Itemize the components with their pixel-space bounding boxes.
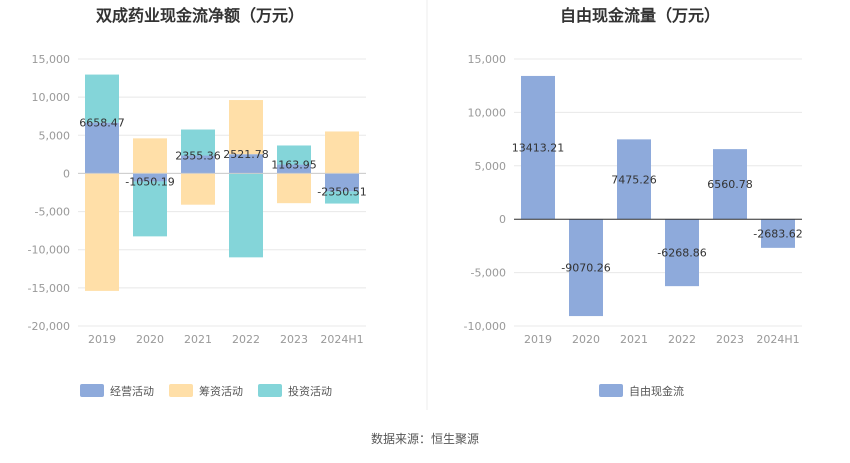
data-label: 7475.26 bbox=[611, 173, 657, 186]
x-tick-label: 2022 bbox=[668, 333, 696, 346]
data-label: 2521.78 bbox=[223, 148, 269, 161]
chart-title: 双成药业现金流净额（万元） bbox=[96, 6, 304, 25]
data-label: 13413.21 bbox=[512, 142, 565, 155]
bar-筹资活动 bbox=[85, 173, 119, 291]
bar-筹资活动 bbox=[325, 131, 359, 174]
bar-投资活动 bbox=[181, 129, 215, 156]
data-label: 6560.78 bbox=[707, 178, 753, 191]
data-label: -6268.86 bbox=[657, 247, 706, 260]
y-tick-label: -15,000 bbox=[28, 282, 70, 295]
y-tick-label: 15,000 bbox=[468, 53, 507, 66]
bar-自由现金流 bbox=[761, 219, 795, 248]
y-tick-label: 10,000 bbox=[468, 106, 507, 119]
data-label: -2683.62 bbox=[753, 228, 802, 241]
y-tick-label: 10,000 bbox=[32, 91, 71, 104]
x-tick-label: 2021 bbox=[184, 333, 212, 346]
bar-投资活动 bbox=[325, 191, 359, 204]
bar-筹资活动 bbox=[277, 173, 311, 204]
x-tick-label: 2022 bbox=[232, 333, 260, 346]
legend-label: 经营活动 bbox=[110, 384, 154, 398]
y-tick-label: 5,000 bbox=[39, 129, 71, 142]
data-label: 1163.95 bbox=[271, 159, 317, 172]
bar-筹资活动 bbox=[229, 100, 263, 155]
y-tick-label: 0 bbox=[63, 167, 70, 180]
y-tick-label: 15,000 bbox=[32, 53, 71, 66]
bar-经营活动 bbox=[229, 154, 263, 174]
legend-swatch bbox=[169, 384, 193, 397]
bar-筹资活动 bbox=[181, 173, 215, 205]
y-tick-label: 5,000 bbox=[475, 160, 507, 173]
bar-经营活动 bbox=[133, 173, 167, 182]
bar-投资活动 bbox=[85, 74, 119, 123]
y-tick-label: -5,000 bbox=[35, 206, 70, 219]
x-tick-label: 2019 bbox=[88, 333, 116, 346]
bar-投资活动 bbox=[277, 145, 311, 165]
y-tick-label: -5,000 bbox=[471, 267, 506, 280]
y-tick-label: -10,000 bbox=[28, 244, 70, 257]
legend-swatch bbox=[599, 384, 623, 397]
data-label: 2355.36 bbox=[175, 149, 221, 162]
data-label: -2350.51 bbox=[317, 185, 366, 198]
x-tick-label: 2020 bbox=[136, 333, 164, 346]
legend-label: 投资活动 bbox=[288, 384, 332, 398]
data-label: -1050.19 bbox=[125, 175, 174, 188]
x-tick-label: 2024H1 bbox=[756, 333, 799, 346]
bar-经营活动 bbox=[181, 155, 215, 174]
chart-title: 自由现金流量（万元） bbox=[560, 6, 720, 25]
y-tick-label: 0 bbox=[499, 213, 506, 226]
legend-swatch bbox=[258, 384, 282, 397]
data-label: 6658.47 bbox=[79, 117, 125, 130]
bar-投资活动 bbox=[229, 173, 263, 258]
y-tick-label: -20,000 bbox=[28, 320, 70, 333]
data-label: -9070.26 bbox=[561, 262, 610, 275]
bar-经营活动 bbox=[325, 173, 359, 192]
bar-经营活动 bbox=[85, 122, 119, 174]
x-tick-label: 2023 bbox=[280, 333, 308, 346]
x-tick-label: 2021 bbox=[620, 333, 648, 346]
x-tick-label: 2020 bbox=[572, 333, 600, 346]
bar-投资活动 bbox=[133, 181, 167, 237]
y-tick-label: -10,000 bbox=[464, 320, 506, 333]
bar-自由现金流 bbox=[617, 139, 651, 220]
legend-label: 自由现金流 bbox=[629, 384, 684, 398]
bar-自由现金流 bbox=[569, 219, 603, 317]
legend-swatch bbox=[80, 384, 104, 397]
bar-自由现金流 bbox=[665, 219, 699, 287]
bar-自由现金流 bbox=[713, 149, 747, 220]
legend-label: 筹资活动 bbox=[199, 384, 243, 398]
x-tick-label: 2019 bbox=[524, 333, 552, 346]
bar-自由现金流 bbox=[521, 75, 555, 220]
x-tick-label: 2023 bbox=[716, 333, 744, 346]
data-source: 数据来源：恒生聚源 bbox=[371, 431, 479, 446]
x-tick-label: 2024H1 bbox=[320, 333, 363, 346]
bar-经营活动 bbox=[277, 164, 311, 174]
bar-筹资活动 bbox=[133, 138, 167, 174]
